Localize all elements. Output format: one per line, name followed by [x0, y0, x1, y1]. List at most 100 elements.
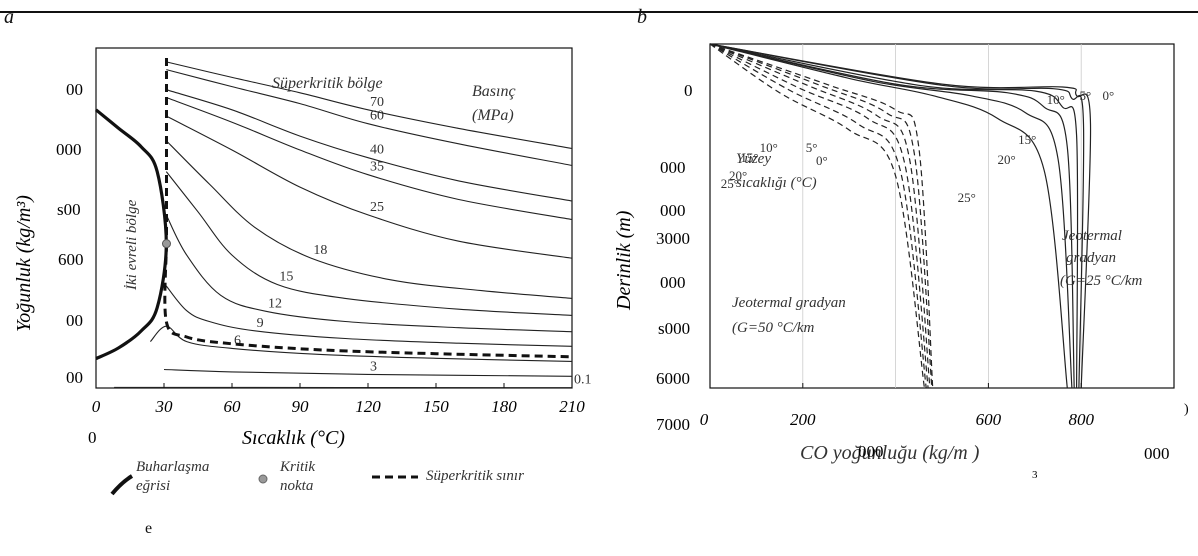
panel-a-label: a — [4, 6, 14, 28]
a-x-tick-label: 30 — [155, 397, 174, 416]
legend-critical-label: Kritik nokta — [280, 459, 316, 494]
a-isobar-line — [166, 115, 573, 259]
a-isobar-label: 6 — [234, 333, 241, 348]
b-g25-line — [709, 43, 1092, 389]
b-g25-label: 15° — [1018, 132, 1036, 147]
b-g50-line — [709, 43, 927, 389]
legend-supercritical-swatch — [372, 475, 418, 479]
b-y-tick: 0 — [684, 81, 693, 100]
a-y-tick: 00 — [66, 80, 83, 99]
b-x-tick-label: 800 — [1068, 410, 1094, 429]
b-x-tick-partial: ) — [1184, 402, 1189, 417]
b-g50-label: 15° — [740, 150, 758, 165]
b-x-tick-label: 200 — [790, 410, 816, 429]
b-y-tick: 000 — [660, 201, 686, 220]
a-isobar-label: 9 — [257, 316, 264, 331]
a-isobar-label: 35 — [370, 160, 384, 175]
b-g50-line — [709, 43, 934, 389]
a-region-supercritical: Süperkritik bölge — [272, 75, 383, 92]
a-x-axis-label: Sıcaklık (°C) — [242, 427, 345, 449]
b-surface-title-2: sıcaklığı (°C) — [736, 175, 817, 191]
b-x-axis-label: CO yoğunluğu (kg/m ) — [800, 442, 980, 464]
b-y-tick: 000 — [660, 273, 686, 292]
b-g50-line — [709, 43, 925, 389]
b-y-axis-extra-label: 7000 — [656, 415, 690, 434]
chart-b-svg: 0°5°10°15°20°25°0°5°10°15°20°25° 0 200 600… — [613, 43, 1189, 481]
a-supercritical-boundary — [163, 243, 573, 359]
b-g25-line — [709, 43, 1079, 389]
a-isobar-label: 25 — [370, 200, 384, 215]
b-y-axis-label: Derinlik (m) — [613, 210, 635, 311]
b-g25-label: 5° — [1080, 88, 1092, 103]
a-y-tick: 00 — [66, 311, 83, 330]
a-isobar-line — [165, 171, 573, 316]
b-x-tick-label: 0 — [700, 410, 709, 429]
a-isobar-label: 40 — [370, 143, 384, 158]
b-g25-line — [709, 43, 1073, 389]
b-g50-line — [709, 43, 933, 389]
legend-boil-label: Buharlaşma eğrisi — [136, 459, 210, 494]
a-y-tick: 600 — [58, 250, 84, 269]
b-g25-line — [709, 43, 1075, 389]
a-isobar-label: 70 — [370, 95, 384, 110]
b-x-label-superscript: 3 — [1032, 469, 1038, 481]
a-y-axis-label: Yoğunluk (kg/m³) — [13, 195, 35, 332]
chart-b-frame — [709, 43, 1175, 389]
legend-supercritical-label: Süperkritik sınır — [426, 468, 524, 484]
a-isobar-line — [166, 69, 573, 167]
legend-a: Buharlaşma eğrisi Kritik nokta Süperkrit… — [100, 458, 600, 518]
b-x-tick-label: 600 — [976, 410, 1002, 429]
a-x-tick-label: 60 — [224, 397, 242, 416]
a-y-tick: s00 — [57, 200, 81, 219]
a-y-axis-bottom-label: 0 — [88, 428, 97, 447]
panel-b-label: b — [637, 6, 647, 28]
b-g50-label: 0° — [816, 153, 828, 168]
a-isobar-line — [165, 214, 573, 333]
b-g25-label: 20° — [998, 152, 1016, 167]
a-pressure-title-2: (MPa) — [472, 107, 514, 124]
b-g50-label: 5° — [806, 140, 818, 155]
legend-critical-swatch — [258, 474, 268, 484]
a-isobar-label: 18 — [313, 243, 327, 258]
b-grad25-3: (G=25 °C/km — [1060, 273, 1143, 289]
b-g25-label: 10° — [1047, 92, 1065, 107]
b-grad25-1: Jeotermal — [1062, 228, 1122, 244]
b-g25-line — [709, 43, 1068, 389]
b-grad50-1: Jeotermal gradyan — [732, 295, 846, 311]
a-isobar-label: 0.1 — [574, 373, 592, 388]
a-isobar-line — [166, 96, 573, 221]
b-y-tick: 000 — [660, 158, 686, 177]
a-isobar-line — [166, 89, 573, 202]
b-g50-label: 10° — [760, 140, 778, 155]
b-g25-label: 0° — [1102, 88, 1114, 103]
b-g50-label: 25° — [721, 176, 739, 191]
b-g25-line — [709, 43, 1085, 389]
a-region-two-phase: İki evreli bölge — [124, 199, 140, 291]
a-y-tick: 00 — [66, 368, 83, 387]
a-isobar-line — [163, 368, 573, 377]
a-y-tick: 000 — [56, 140, 82, 159]
top-rule — [0, 11, 1198, 13]
a-x-tick-label: 120 — [355, 397, 381, 416]
b-g50-line — [709, 43, 931, 389]
a-x-tick-label: 210 — [559, 397, 585, 416]
b-y-tick: 6000 — [656, 369, 690, 388]
a-isobar-label: 15 — [279, 269, 293, 284]
b-g50-label: 20° — [729, 168, 747, 183]
a-isobar-line — [165, 140, 573, 299]
a-isobar-line — [166, 61, 573, 150]
b-g25-label: 25° — [958, 190, 976, 205]
b-x-label-overlay: 000 — [858, 442, 884, 461]
a-isobar-label: 12 — [268, 296, 282, 311]
footnote-e: e — [145, 520, 153, 537]
a-x-tick-label: 150 — [423, 397, 449, 416]
a-x-tick-label: 90 — [292, 397, 310, 416]
a-pressure-title-1: Basınç — [472, 83, 516, 100]
b-y-tick: s000 — [658, 319, 690, 338]
a-x-tick-label: 180 — [491, 397, 517, 416]
b-surface-title-1: Yüzey — [736, 151, 771, 167]
legend-boil-swatch — [110, 474, 134, 496]
b-grad50-2: (G=50 °C/km — [732, 320, 815, 336]
b-grad25-2: gradyan — [1066, 250, 1116, 266]
